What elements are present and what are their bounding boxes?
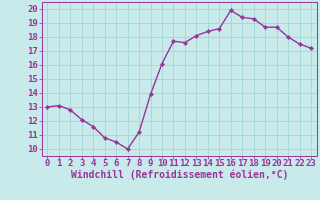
- X-axis label: Windchill (Refroidissement éolien,°C): Windchill (Refroidissement éolien,°C): [70, 170, 288, 180]
